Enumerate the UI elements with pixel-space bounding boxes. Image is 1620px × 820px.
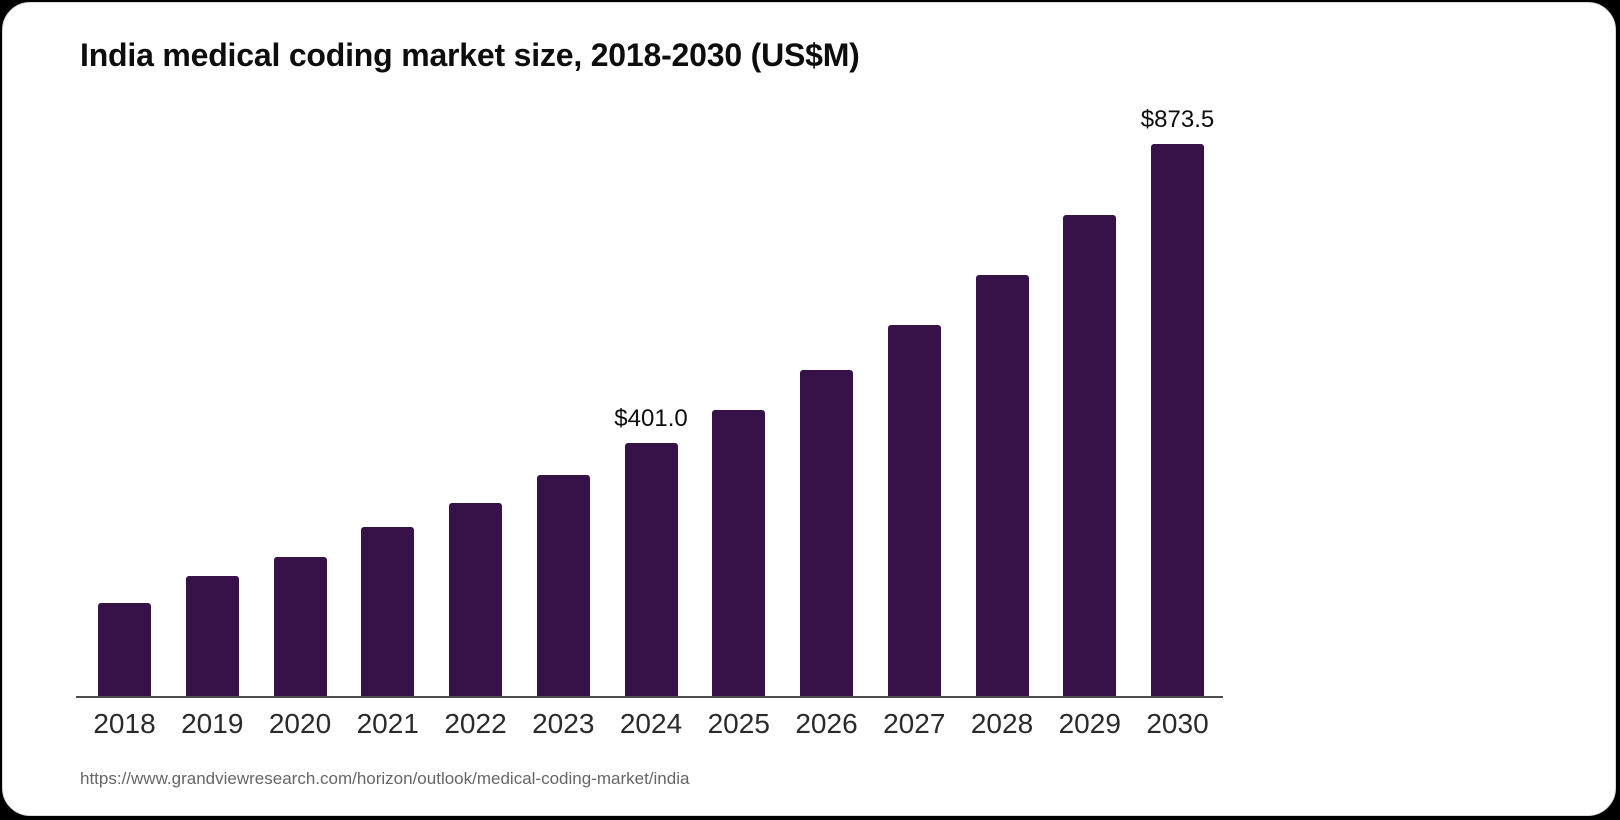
x-tick-2020: 2020 xyxy=(268,708,332,739)
bar-2023[interactable] xyxy=(536,475,590,696)
bar-2019[interactable] xyxy=(185,576,239,696)
bar-group-2025 xyxy=(712,410,766,696)
bar-group-2026 xyxy=(800,370,853,696)
bar-2021[interactable] xyxy=(361,527,415,696)
bar-2018[interactable] xyxy=(98,603,151,696)
x-tick-2030: 2030 xyxy=(1146,708,1209,739)
x-tick-2021: 2021 xyxy=(356,708,419,739)
bar-group-2029 xyxy=(1063,215,1117,696)
source-url: https://www.grandviewresearch.com/horizo… xyxy=(80,769,690,788)
bar-2020[interactable] xyxy=(273,557,327,696)
bar-group-2020 xyxy=(273,557,327,696)
bar-2028[interactable] xyxy=(975,274,1029,696)
chart-title: India medical coding market size, 2018-2… xyxy=(80,37,860,73)
bar-group-2018 xyxy=(98,603,151,696)
x-tick-2027: 2027 xyxy=(883,708,946,739)
bar-group-2022 xyxy=(449,503,502,696)
bar-group-2024: $401.0 xyxy=(614,404,688,696)
bar-2025[interactable] xyxy=(712,410,766,696)
x-tick-2025: 2025 xyxy=(707,708,770,739)
bar-group-2028 xyxy=(975,274,1029,696)
x-tick-2024: 2024 xyxy=(619,708,683,739)
bar-group-2019 xyxy=(185,576,239,696)
bar-group-2030: $873.5 xyxy=(1140,106,1215,696)
bar-2024[interactable] xyxy=(624,442,678,696)
x-tick-2019: 2019 xyxy=(181,708,244,739)
bar-group-2027 xyxy=(887,325,941,696)
bars-container: $401.0 $873.5 xyxy=(98,106,1214,696)
x-tick-2023: 2023 xyxy=(532,708,595,739)
value-label-2030: $873.5 xyxy=(1140,106,1215,133)
x-tick-2026: 2026 xyxy=(795,708,858,739)
bar-group-2021 xyxy=(361,527,415,696)
bar-2026[interactable] xyxy=(800,370,853,696)
bar-2029[interactable] xyxy=(1063,215,1117,696)
bar-group-2023 xyxy=(536,475,590,696)
bar-chart: $401.0 $873.5 2018 2019 2020 2021 2022 2023 202… xyxy=(76,106,1223,739)
x-tick-2018: 2018 xyxy=(93,708,156,739)
bar-2022[interactable] xyxy=(449,503,502,696)
value-label-2024: $401.0 xyxy=(614,404,688,432)
x-axis-tick-labels: 2018 2019 2020 2021 2022 2023 2024 2025 2026 2027… xyxy=(93,708,1209,740)
x-tick-2022: 2022 xyxy=(444,708,507,739)
x-tick-2029: 2029 xyxy=(1058,708,1121,739)
bar-2030[interactable] xyxy=(1151,144,1204,696)
x-axis-line xyxy=(76,696,1223,698)
x-tick-2028: 2028 xyxy=(970,708,1034,739)
bar-2027[interactable] xyxy=(887,325,941,696)
